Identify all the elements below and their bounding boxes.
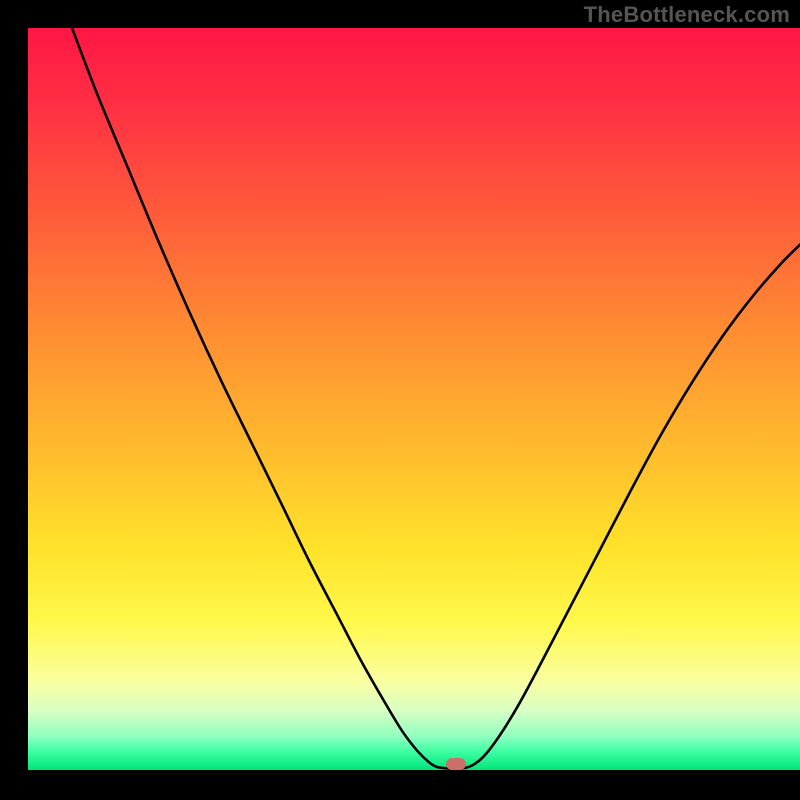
bottleneck-curve-path <box>72 28 800 769</box>
chart-plot-area <box>28 28 800 770</box>
optimal-point-marker <box>446 758 466 770</box>
watermark-text: TheBottleneck.com <box>584 2 790 28</box>
bottleneck-curve <box>28 28 800 770</box>
chart-stage: TheBottleneck.com <box>0 0 800 800</box>
